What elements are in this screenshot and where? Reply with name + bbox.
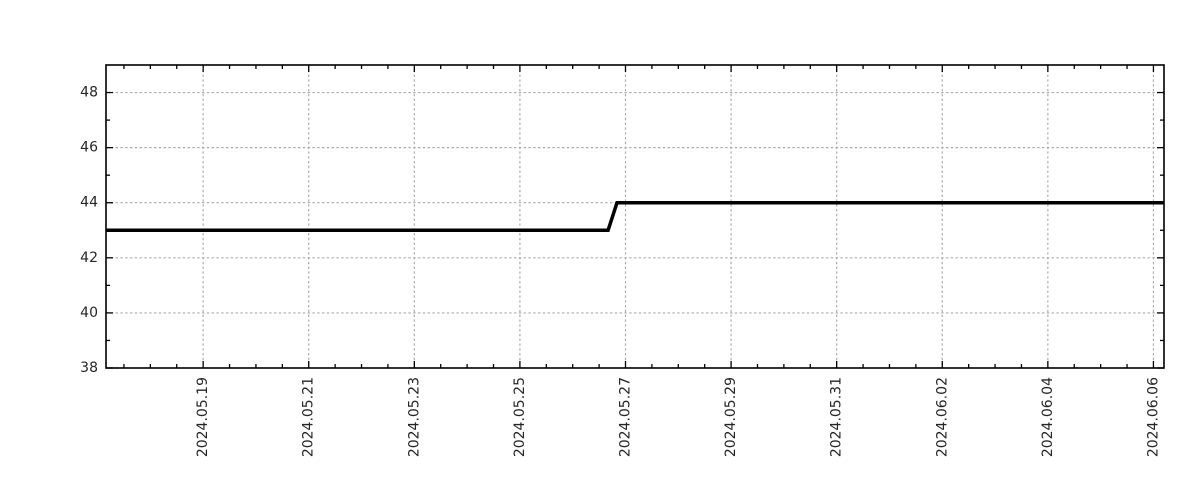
x-axis-tick-label: 2024.06.06: [1145, 377, 1161, 457]
x-axis-tick-label: 2024.05.21: [301, 377, 317, 457]
x-axis-tick-label: 2024.05.27: [617, 377, 633, 457]
x-axis-tick-label: 2024.05.23: [406, 377, 422, 457]
plot-frame: [105, 64, 1165, 369]
x-axis-tick-label: 2024.05.31: [829, 377, 845, 457]
series-line: [106, 200, 1164, 233]
x-axis-tick-label: 2024.05.29: [723, 377, 739, 457]
y-axis-tick-label: 38: [80, 360, 98, 376]
y-axis-tick-label: 40: [80, 305, 98, 321]
x-axis-tick-label: 2024.06.04: [1040, 377, 1056, 457]
x-axis-tick-label: 2024.05.19: [195, 377, 211, 457]
y-axis-tick-label: 44: [80, 195, 98, 211]
y-axis-tick-label: 42: [80, 250, 98, 266]
x-axis-tick-label: 2024.06.02: [934, 377, 950, 457]
x-axis-tick-label: 2024.05.25: [512, 377, 528, 457]
y-axis-tick-label: 48: [80, 85, 98, 101]
y-axis-tick-label: 46: [80, 140, 98, 156]
